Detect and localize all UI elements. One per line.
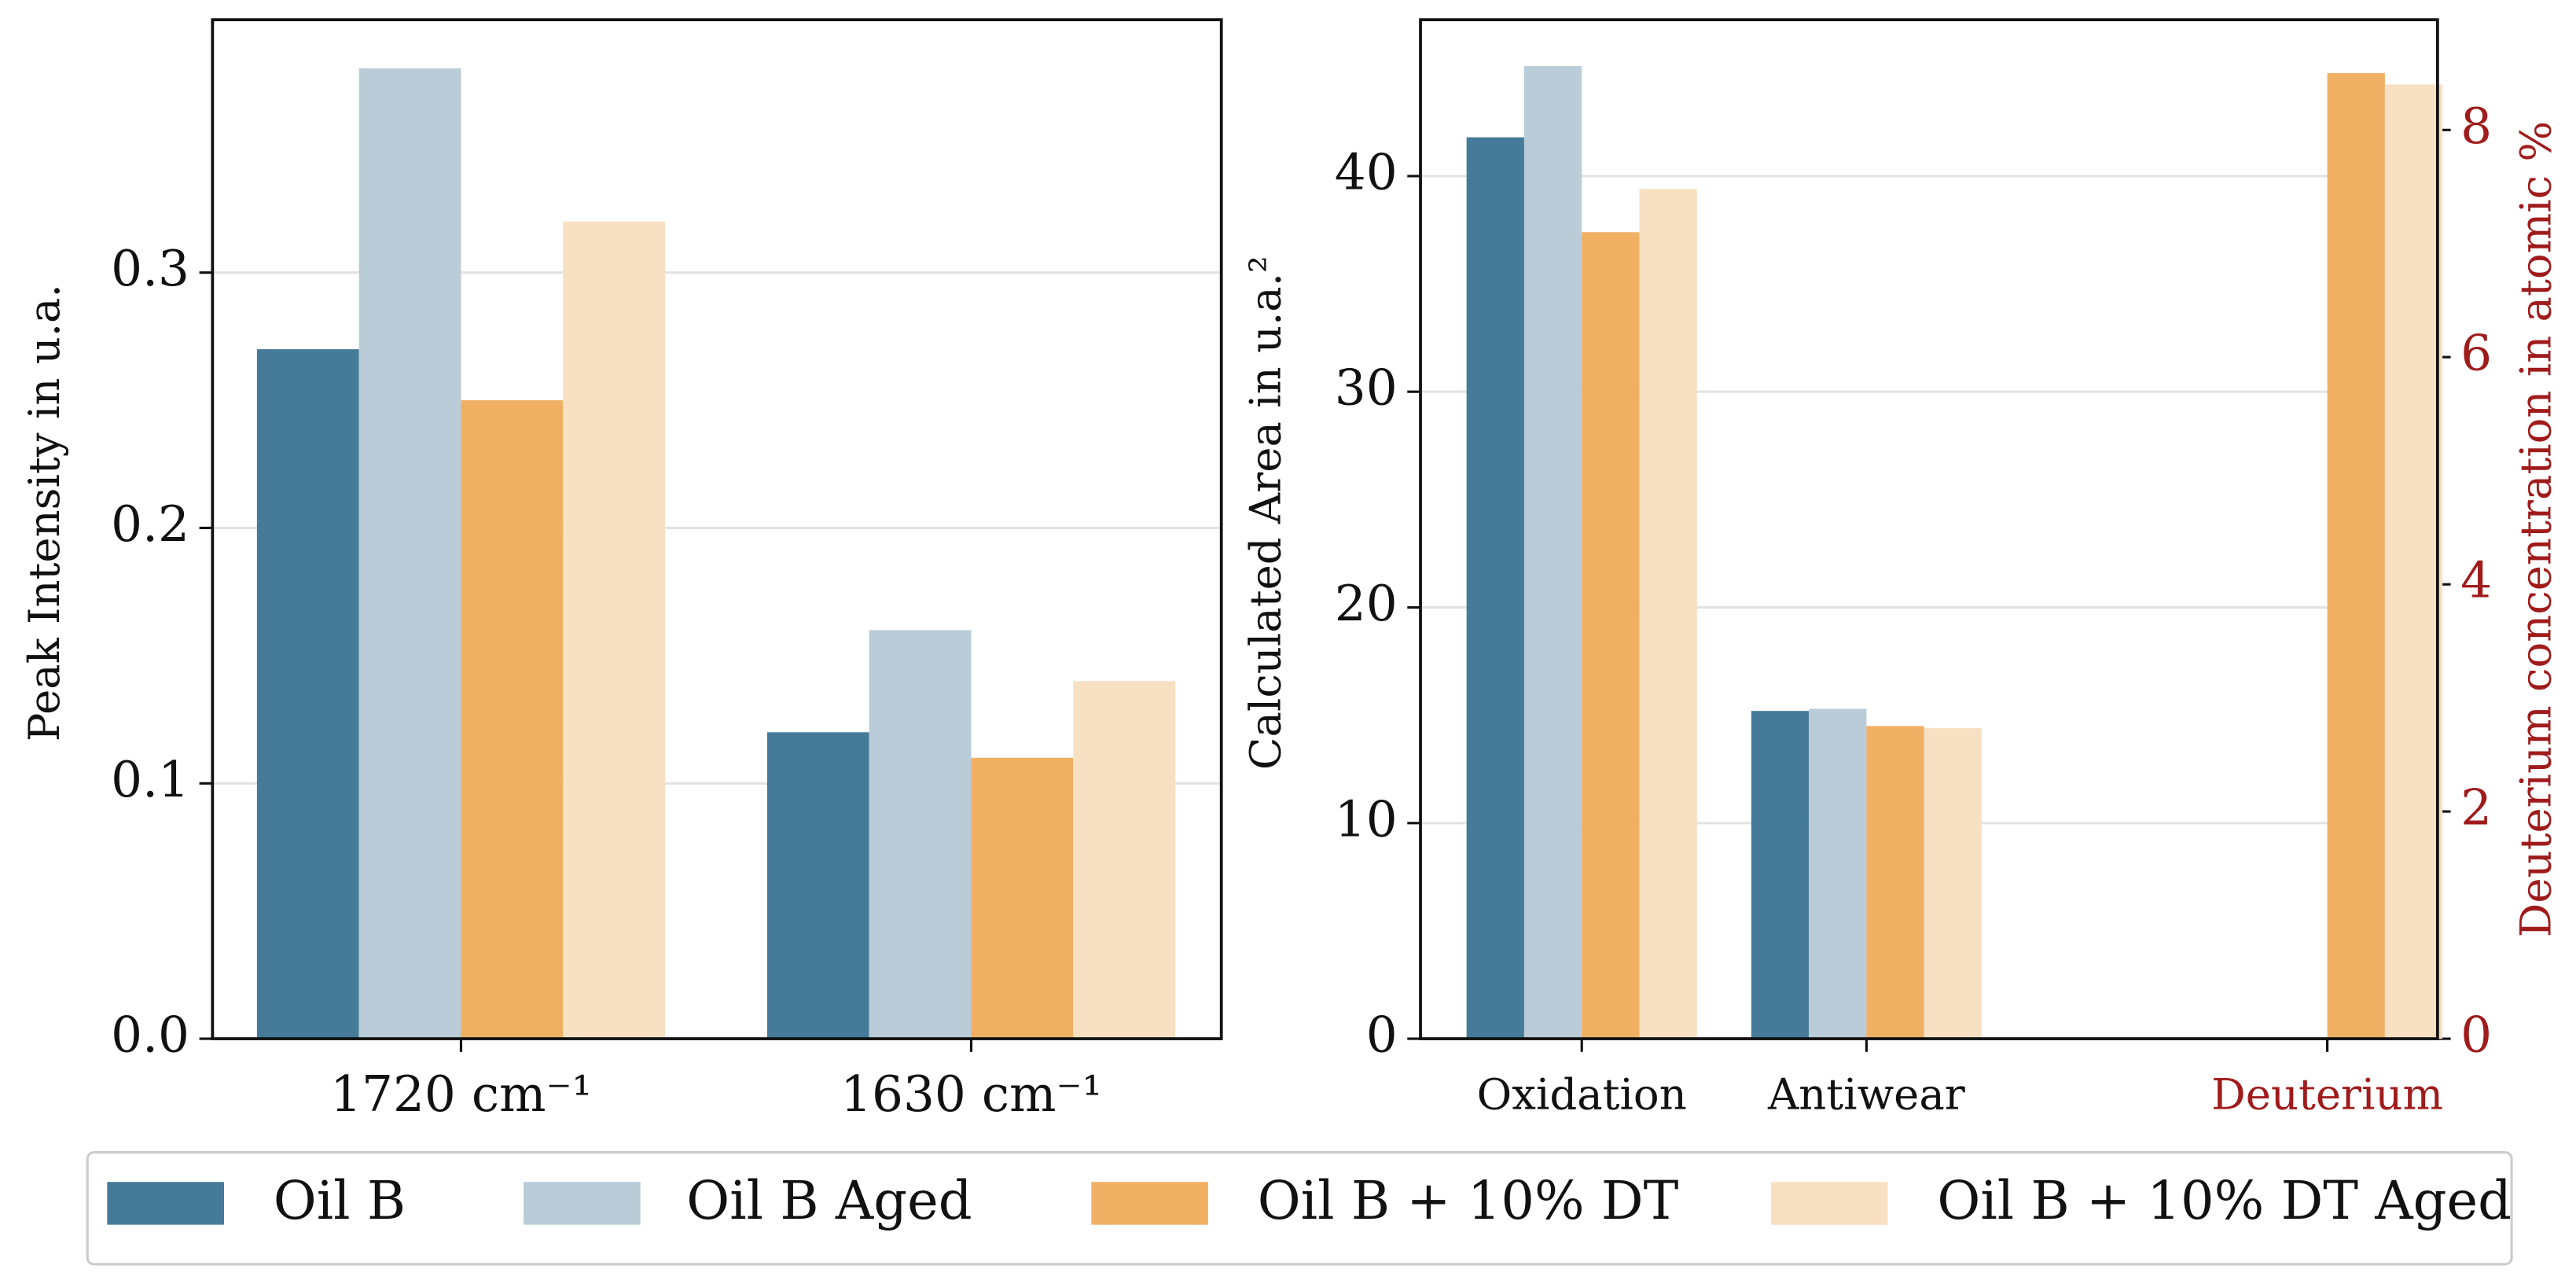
x-tick-label: Deuterium <box>2211 1069 2443 1119</box>
bar <box>2384 84 2443 1039</box>
y2-tick-label: 6 <box>2460 325 2492 382</box>
bar <box>1809 708 1867 1039</box>
bar <box>1523 66 1582 1039</box>
bar <box>1582 232 1640 1039</box>
plot-frame <box>211 18 1223 1040</box>
bar <box>563 221 666 1039</box>
y-tick-label: 0 <box>1366 1006 1398 1064</box>
x-tick-label: Antiwear <box>1767 1069 1966 1119</box>
y-tick-label: 0.1 <box>111 751 189 808</box>
y-tick-label: 40 <box>1335 143 1398 201</box>
bar <box>1751 711 1810 1039</box>
x-tick-label: Oxidation <box>1477 1069 1687 1119</box>
bar <box>971 757 1074 1039</box>
bar <box>1639 189 1697 1039</box>
bar <box>869 630 972 1039</box>
legend-swatch <box>524 1182 641 1225</box>
bar <box>2327 73 2385 1039</box>
legend-swatch <box>1770 1182 1888 1225</box>
y2-tick-label: 0 <box>2460 1006 2492 1064</box>
bar <box>1866 726 1924 1039</box>
y-tick-label: 10 <box>1335 790 1398 848</box>
bar <box>1924 728 1982 1039</box>
bar <box>766 732 869 1039</box>
y2-tick-label: 8 <box>2460 97 2492 155</box>
legend-swatch <box>107 1182 224 1225</box>
plot-frame <box>1419 18 2439 1040</box>
legend-label: Oil B + 10% DT Aged <box>1937 1170 2512 1231</box>
legend-label: Oil B Aged <box>686 1170 972 1231</box>
legend-label: Oil B <box>274 1170 406 1231</box>
y-tick-label: 20 <box>1335 575 1398 632</box>
bar <box>256 349 359 1039</box>
bar <box>1466 137 1524 1039</box>
y2-axis-label: Deuterium concentration in atomic % <box>2511 121 2561 937</box>
legend-swatch <box>1091 1182 1208 1225</box>
y2-tick-label: 4 <box>2460 552 2492 609</box>
y2-tick-label: 2 <box>2460 779 2492 837</box>
bar <box>358 68 461 1039</box>
y-tick-label: 30 <box>1335 359 1398 417</box>
y-axis-label: Calculated Area in u.a.² <box>1240 256 1290 770</box>
bar <box>461 400 564 1039</box>
y-tick-label: 0.3 <box>111 240 189 297</box>
y-tick-label: 0.0 <box>111 1006 189 1064</box>
legend-box <box>86 1150 2513 1266</box>
bar <box>1073 681 1176 1039</box>
legend-label: Oil B + 10% DT <box>1258 1170 1679 1231</box>
y-axis-label: Peak Intensity in u.a. <box>19 284 69 741</box>
x-tick-label: 1720 cm⁻¹ <box>330 1065 592 1123</box>
x-tick-label: 1630 cm⁻¹ <box>840 1065 1102 1123</box>
y-tick-label: 0.2 <box>111 495 189 553</box>
